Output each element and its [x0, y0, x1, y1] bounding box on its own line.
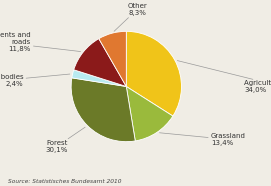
Wedge shape — [72, 70, 126, 86]
Wedge shape — [71, 78, 135, 142]
Wedge shape — [126, 86, 173, 141]
Text: Forest
30,1%: Forest 30,1% — [45, 127, 85, 153]
Text: Agricultural crop land
34,0%: Agricultural crop land 34,0% — [177, 61, 271, 93]
Wedge shape — [74, 39, 126, 86]
Text: Settlements and
roads
11,8%: Settlements and roads 11,8% — [0, 32, 80, 52]
Text: Grassland
13,4%: Grassland 13,4% — [160, 133, 246, 146]
Text: Source: Statistisches Bundesamt 2010: Source: Statistisches Bundesamt 2010 — [8, 179, 122, 184]
Text: Other
8,3%: Other 8,3% — [114, 3, 147, 31]
Wedge shape — [126, 31, 182, 116]
Wedge shape — [99, 31, 126, 86]
Text: Water bodies
2,4%: Water bodies 2,4% — [0, 74, 70, 87]
